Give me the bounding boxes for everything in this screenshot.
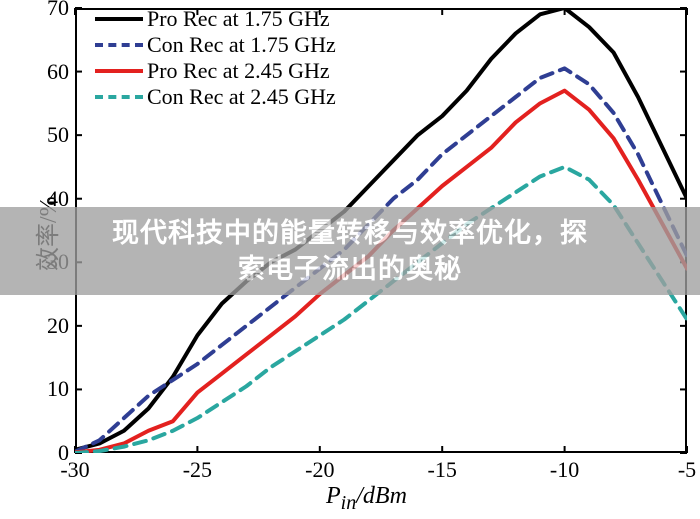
- legend-swatch: [95, 69, 143, 73]
- ytick-label: 60: [29, 59, 69, 85]
- overlay-line-1: 现代科技中的能量转移与效率优化，探: [112, 215, 588, 251]
- legend-label: Pro Rec at 1.75 GHz: [147, 6, 330, 31]
- ytick-label: 50: [29, 122, 69, 148]
- legend-swatch: [95, 43, 143, 47]
- legend-swatch: [95, 17, 143, 21]
- chart-container: 010203040506070 -30-25-20-15-10-5 效率/% P…: [0, 0, 700, 519]
- legend-item: Con Rec at 2.45 GHz: [95, 82, 336, 108]
- xtick-label: -20: [295, 457, 345, 483]
- xtick-label: -15: [417, 457, 467, 483]
- ytick-label: 70: [29, 0, 69, 21]
- legend-swatch: [95, 95, 143, 99]
- xtick-label: -25: [172, 457, 222, 483]
- legend-label: Pro Rec at 2.45 GHz: [147, 58, 330, 83]
- legend-item: Pro Rec at 1.75 GHz: [95, 4, 336, 30]
- legend-item: Con Rec at 1.75 GHz: [95, 30, 336, 56]
- legend: Pro Rec at 1.75 GHzCon Rec at 1.75 GHzPr…: [95, 4, 336, 108]
- legend-label: Con Rec at 1.75 GHz: [147, 32, 336, 57]
- xtick-label: -10: [540, 457, 590, 483]
- xtick-label: -5: [662, 457, 700, 483]
- overlay-banner: 现代科技中的能量转移与效率优化，探 索电子流出的奥秘: [0, 207, 700, 295]
- overlay-line-2: 索电子流出的奥秘: [238, 251, 462, 287]
- ytick-label: 20: [29, 313, 69, 339]
- xtick-label: -30: [50, 457, 100, 483]
- legend-label: Con Rec at 2.45 GHz: [147, 84, 336, 109]
- ytick-label: 10: [29, 376, 69, 402]
- legend-item: Pro Rec at 2.45 GHz: [95, 56, 336, 82]
- x-axis-label: Pin/dBm: [326, 483, 407, 515]
